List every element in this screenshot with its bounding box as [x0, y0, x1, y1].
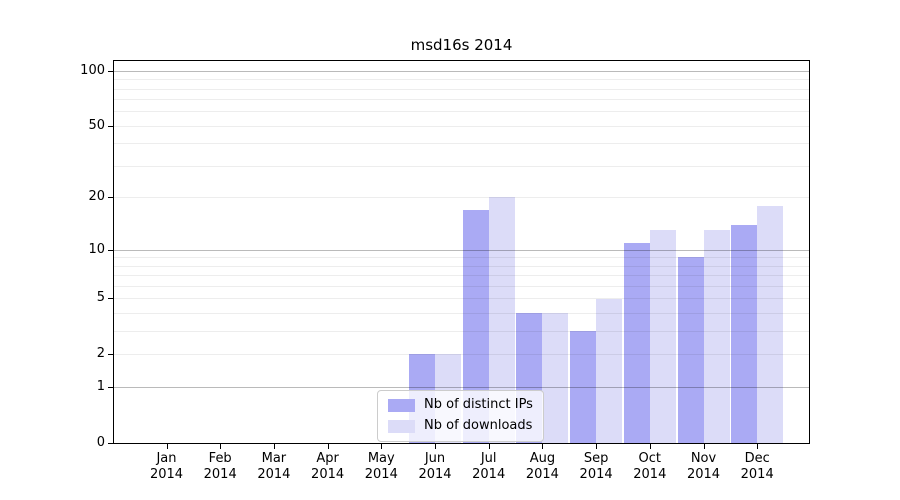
gridline-minor [114, 331, 809, 333]
gridline-minor [114, 143, 809, 145]
y-tick [108, 354, 113, 356]
y-tick [108, 298, 113, 300]
x-tick-label: Nov 2014 [686, 451, 721, 482]
y-tick-label: 50 [88, 117, 105, 133]
y-tick [108, 387, 113, 389]
y-tick-label: 5 [96, 290, 105, 306]
x-tick-label: Oct 2014 [633, 451, 667, 482]
gridline-minor [114, 99, 809, 101]
x-tick [757, 444, 759, 449]
y-tick [108, 125, 113, 127]
y-tick [108, 249, 113, 251]
gridline-major [114, 70, 809, 72]
gridline-minor [114, 111, 809, 113]
plot-area: Jan 2014 Feb 2014 Mar 2014 Apr 2014 May 2014… [80, 60, 810, 482]
bar-downloads [596, 298, 623, 443]
x-tick-label: Sep 2014 [579, 451, 613, 482]
y-tick [108, 70, 113, 72]
y-tick-label: 2 [96, 346, 105, 362]
x-tick [703, 444, 705, 449]
chart-title: msd16s 2014 [410, 36, 513, 54]
legend-label-downloads: Nb of downloads [424, 418, 533, 433]
y-tick [108, 197, 113, 199]
gridline-minor [114, 313, 809, 315]
x-tick-label: Apr 2014 [311, 451, 345, 482]
x-tick [273, 444, 275, 449]
x-tick-label: Aug 2014 [525, 451, 559, 482]
y-tick-label: 0 [96, 435, 105, 450]
gridline-major [114, 387, 809, 389]
x-tick-label: Feb 2014 [203, 451, 237, 482]
gridline-minor [114, 354, 809, 356]
y-tick-label: 10 [88, 241, 105, 257]
bar-distinct-ips [731, 224, 758, 443]
gridline-minor [114, 79, 809, 81]
bar-downloads [757, 205, 784, 443]
x-tick [166, 444, 168, 449]
x-tick [435, 444, 436, 449]
bar-downloads [703, 230, 730, 443]
gridline-minor [114, 275, 809, 277]
x-tick-label: Jan 2014 [149, 451, 184, 482]
bar-distinct-ips [623, 242, 650, 443]
x-tick-label: Jul 2014 [472, 451, 506, 482]
y-tick [108, 443, 113, 444]
legend: Nb of distinct IPs Nb of downloads [377, 390, 544, 442]
y-tick-label: 100 [80, 62, 105, 78]
legend-label-distinct-ips: Nb of distinct IPs [424, 397, 533, 412]
y-tick-label: 20 [88, 189, 105, 205]
gridline-minor [114, 88, 809, 90]
legend-swatch-downloads [388, 419, 415, 433]
gridline-minor [114, 125, 809, 127]
x-tick-label: Dec 2014 [740, 451, 774, 482]
legend-swatch-distinct-ips [388, 398, 415, 412]
legend-item-distinct-ips: Nb of distinct IPs [388, 397, 533, 413]
y-tick-label: 1 [96, 379, 105, 395]
x-tick-label: Jun 2014 [418, 451, 452, 482]
bar-distinct-ips [570, 331, 597, 443]
x-tick [488, 444, 490, 449]
gridline-minor [114, 257, 809, 259]
x-tick [542, 444, 544, 449]
gridline-minor [114, 286, 809, 288]
x-tick-label: Mar 2014 [257, 451, 291, 482]
gridline-minor [114, 298, 809, 300]
x-tick [381, 444, 383, 449]
bar-downloads [649, 230, 676, 443]
bar-downloads [542, 313, 569, 443]
x-tick [596, 444, 598, 449]
x-tick [649, 444, 651, 449]
bar-distinct-ips [677, 257, 704, 443]
x-tick [220, 444, 222, 449]
gridline-minor [114, 197, 809, 199]
gridline-minor [114, 166, 809, 168]
gridline-minor [114, 265, 809, 267]
x-tick-label: May 2014 [364, 451, 398, 482]
legend-item-downloads: Nb of downloads [388, 418, 533, 434]
gridline-major [114, 249, 809, 251]
x-tick [327, 444, 329, 449]
